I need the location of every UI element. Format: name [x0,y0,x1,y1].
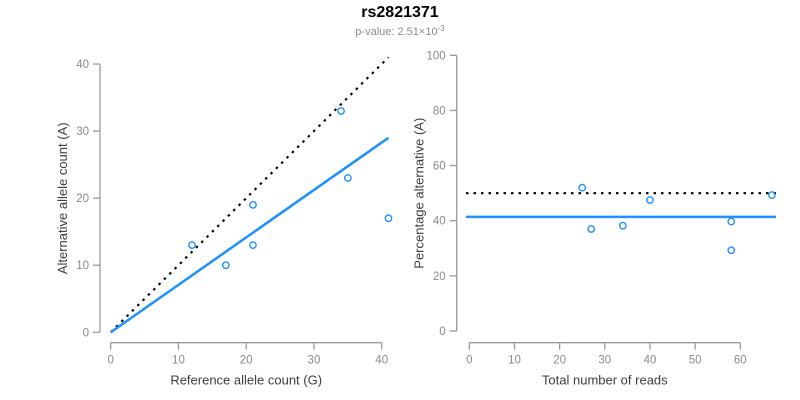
figure-header: rs2821371 p-value: 2.51×10-3 [0,4,800,39]
data-point [587,225,596,233]
data-point [646,196,654,204]
data-point [249,241,257,250]
data-point [727,217,736,226]
y-axis-title: Percentage alternative (A) [412,118,427,269]
x-axis-title: Reference allele count (G) [170,373,322,388]
data-point [249,200,257,209]
data-point [727,246,736,255]
data-point [768,191,776,199]
y-tick-label: 40 [76,59,89,71]
data-point [618,221,627,230]
y-tick-label: 20 [76,193,89,205]
y-tick-label: 80 [433,105,446,117]
x-tick-label: 20 [240,355,253,367]
figure-subtitle: p-value: 2.51×10-3 [0,24,800,39]
x-tick-label: 20 [553,355,566,367]
identity-line [109,56,390,334]
y-tick-label: 60 [433,161,446,173]
y-tick-label: 0 [83,327,89,339]
y-tick-label: 100 [427,50,446,62]
x-tick-label: 30 [598,355,611,367]
right-plot: 0 10 20 30 40 50 60 0 20 40 60 80 100 Total number of… [412,50,776,388]
data-point [384,214,393,223]
data-point [337,107,345,115]
x-axis-title: Total number of reads [542,373,668,388]
y-tick-label: 30 [76,126,89,138]
x-tick-label: 0 [107,355,113,367]
x-tick-label: 10 [508,355,521,367]
left-plot: 0 10 20 30 40 0 10 20 30 40 Reference allele count… [55,56,393,388]
pvalue-label: p-value: 2.51×10 [355,26,438,39]
y-tick-label: 0 [439,326,445,338]
data-point [578,183,587,192]
data-point [221,261,230,270]
y-axis-title: Alternative allele count (A) [55,122,70,274]
x-tick-label: 40 [375,355,388,367]
x-tick-label: 10 [172,355,185,367]
y-tick-label: 20 [433,271,446,283]
x-tick-label: 30 [308,355,321,367]
x-tick-label: 40 [644,355,657,367]
x-tick-label: 50 [689,355,702,367]
figure-title: rs2821371 [361,4,439,21]
pvalue-exponent: -3 [437,24,445,34]
x-tick-label: 60 [734,355,747,367]
fit-line [109,136,390,334]
data-point [343,174,352,182]
data-point [188,241,196,250]
y-tick-label: 10 [76,260,89,272]
y-tick-label: 40 [433,216,446,228]
x-tick-label: 0 [466,355,472,367]
